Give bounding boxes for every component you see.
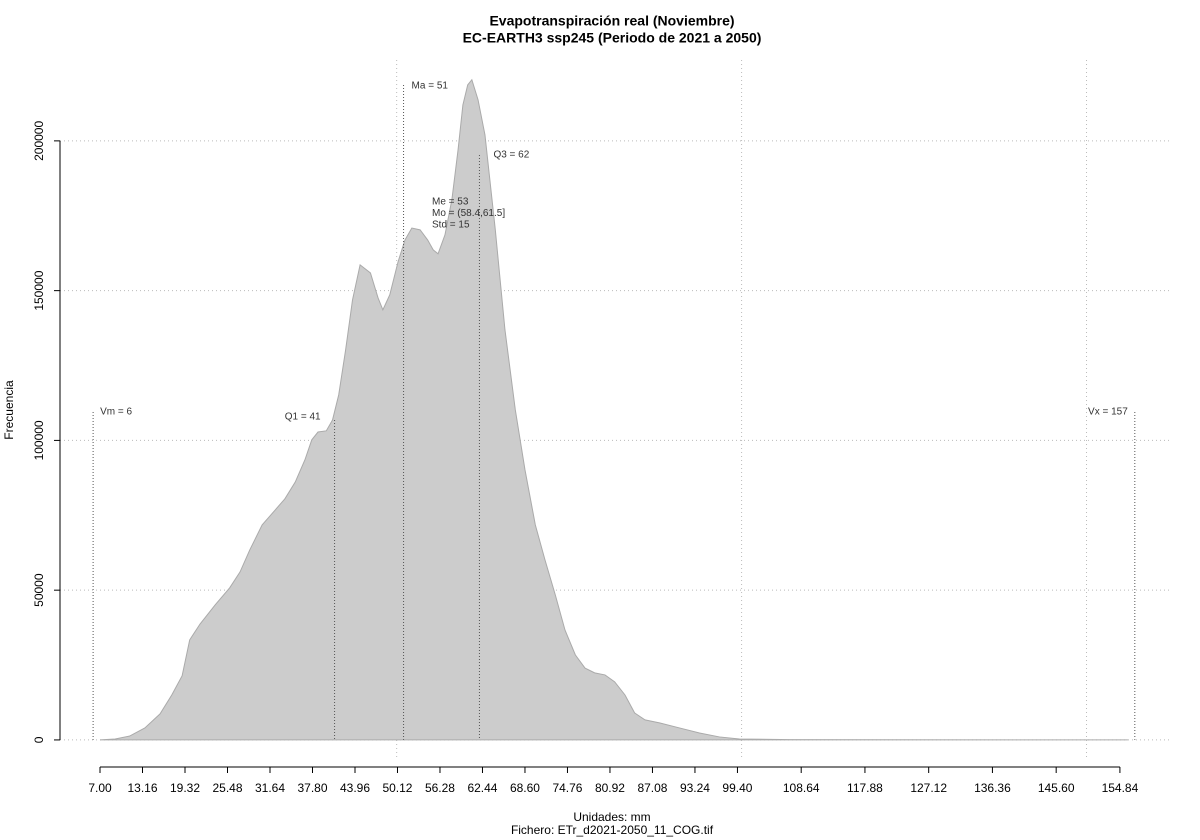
marker-label: Q3 = 62 bbox=[493, 150, 529, 161]
x-tick-label: 99.40 bbox=[722, 781, 752, 795]
marker-label: Vm = 6 bbox=[100, 407, 132, 418]
y-axis-label: Frecuencia bbox=[2, 380, 16, 440]
x-tick-label: 127.12 bbox=[910, 781, 947, 795]
chart-subtitle: EC-EARTH3 ssp245 (Periodo de 2021 a 2050… bbox=[463, 30, 762, 46]
x-tick-label: 13.16 bbox=[127, 781, 157, 795]
x-tick-label: 62.44 bbox=[467, 781, 497, 795]
x-tick-label: 145.60 bbox=[1038, 781, 1075, 795]
x-tick-label: 31.64 bbox=[255, 781, 285, 795]
stats-label: Me = 53 bbox=[432, 197, 469, 208]
y-tick-label: 0 bbox=[32, 736, 46, 743]
x-tick-label: 87.08 bbox=[637, 781, 667, 795]
x-tick-label: 7.00 bbox=[88, 781, 112, 795]
x-tick-label: 93.24 bbox=[680, 781, 710, 795]
chart-title: Evapotranspiración real (Noviembre) bbox=[489, 13, 734, 29]
caption: Fichero: ETr_d2021-2050_11_COG.tif bbox=[511, 823, 714, 837]
x-tick-label: 80.92 bbox=[595, 781, 625, 795]
marker-label: Q1 = 41 bbox=[285, 412, 321, 423]
x-tick-label: 43.96 bbox=[340, 781, 370, 795]
x-tick-label: 50.12 bbox=[382, 781, 412, 795]
x-tick-label: 154.84 bbox=[1102, 781, 1139, 795]
x-tick-label: 25.48 bbox=[212, 781, 242, 795]
x-tick-label: 37.80 bbox=[297, 781, 327, 795]
y-tick-label: 100000 bbox=[32, 420, 46, 460]
x-tick-label: 108.64 bbox=[783, 781, 820, 795]
area bbox=[99, 78, 1128, 741]
y-tick-label: 150000 bbox=[32, 270, 46, 310]
marker-label: Vx = 157 bbox=[1088, 407, 1128, 418]
stats-label: Std = 15 bbox=[432, 220, 470, 231]
x-tick-label: 117.88 bbox=[847, 781, 883, 795]
x-tick-label: 68.60 bbox=[510, 781, 540, 795]
stats-label: Mo = (58.4,61.5] bbox=[432, 208, 505, 219]
x-axis-label: Unidades: mm bbox=[573, 810, 650, 824]
y-tick-label: 200000 bbox=[32, 121, 46, 161]
y-tick-label: 50000 bbox=[32, 573, 46, 607]
x-tick-label: 136.36 bbox=[974, 781, 1011, 795]
x-tick-label: 74.76 bbox=[552, 781, 582, 795]
x-tick-label: 19.32 bbox=[170, 781, 200, 795]
x-tick-label: 56.28 bbox=[425, 781, 455, 795]
marker-label: Ma = 51 bbox=[412, 81, 449, 92]
